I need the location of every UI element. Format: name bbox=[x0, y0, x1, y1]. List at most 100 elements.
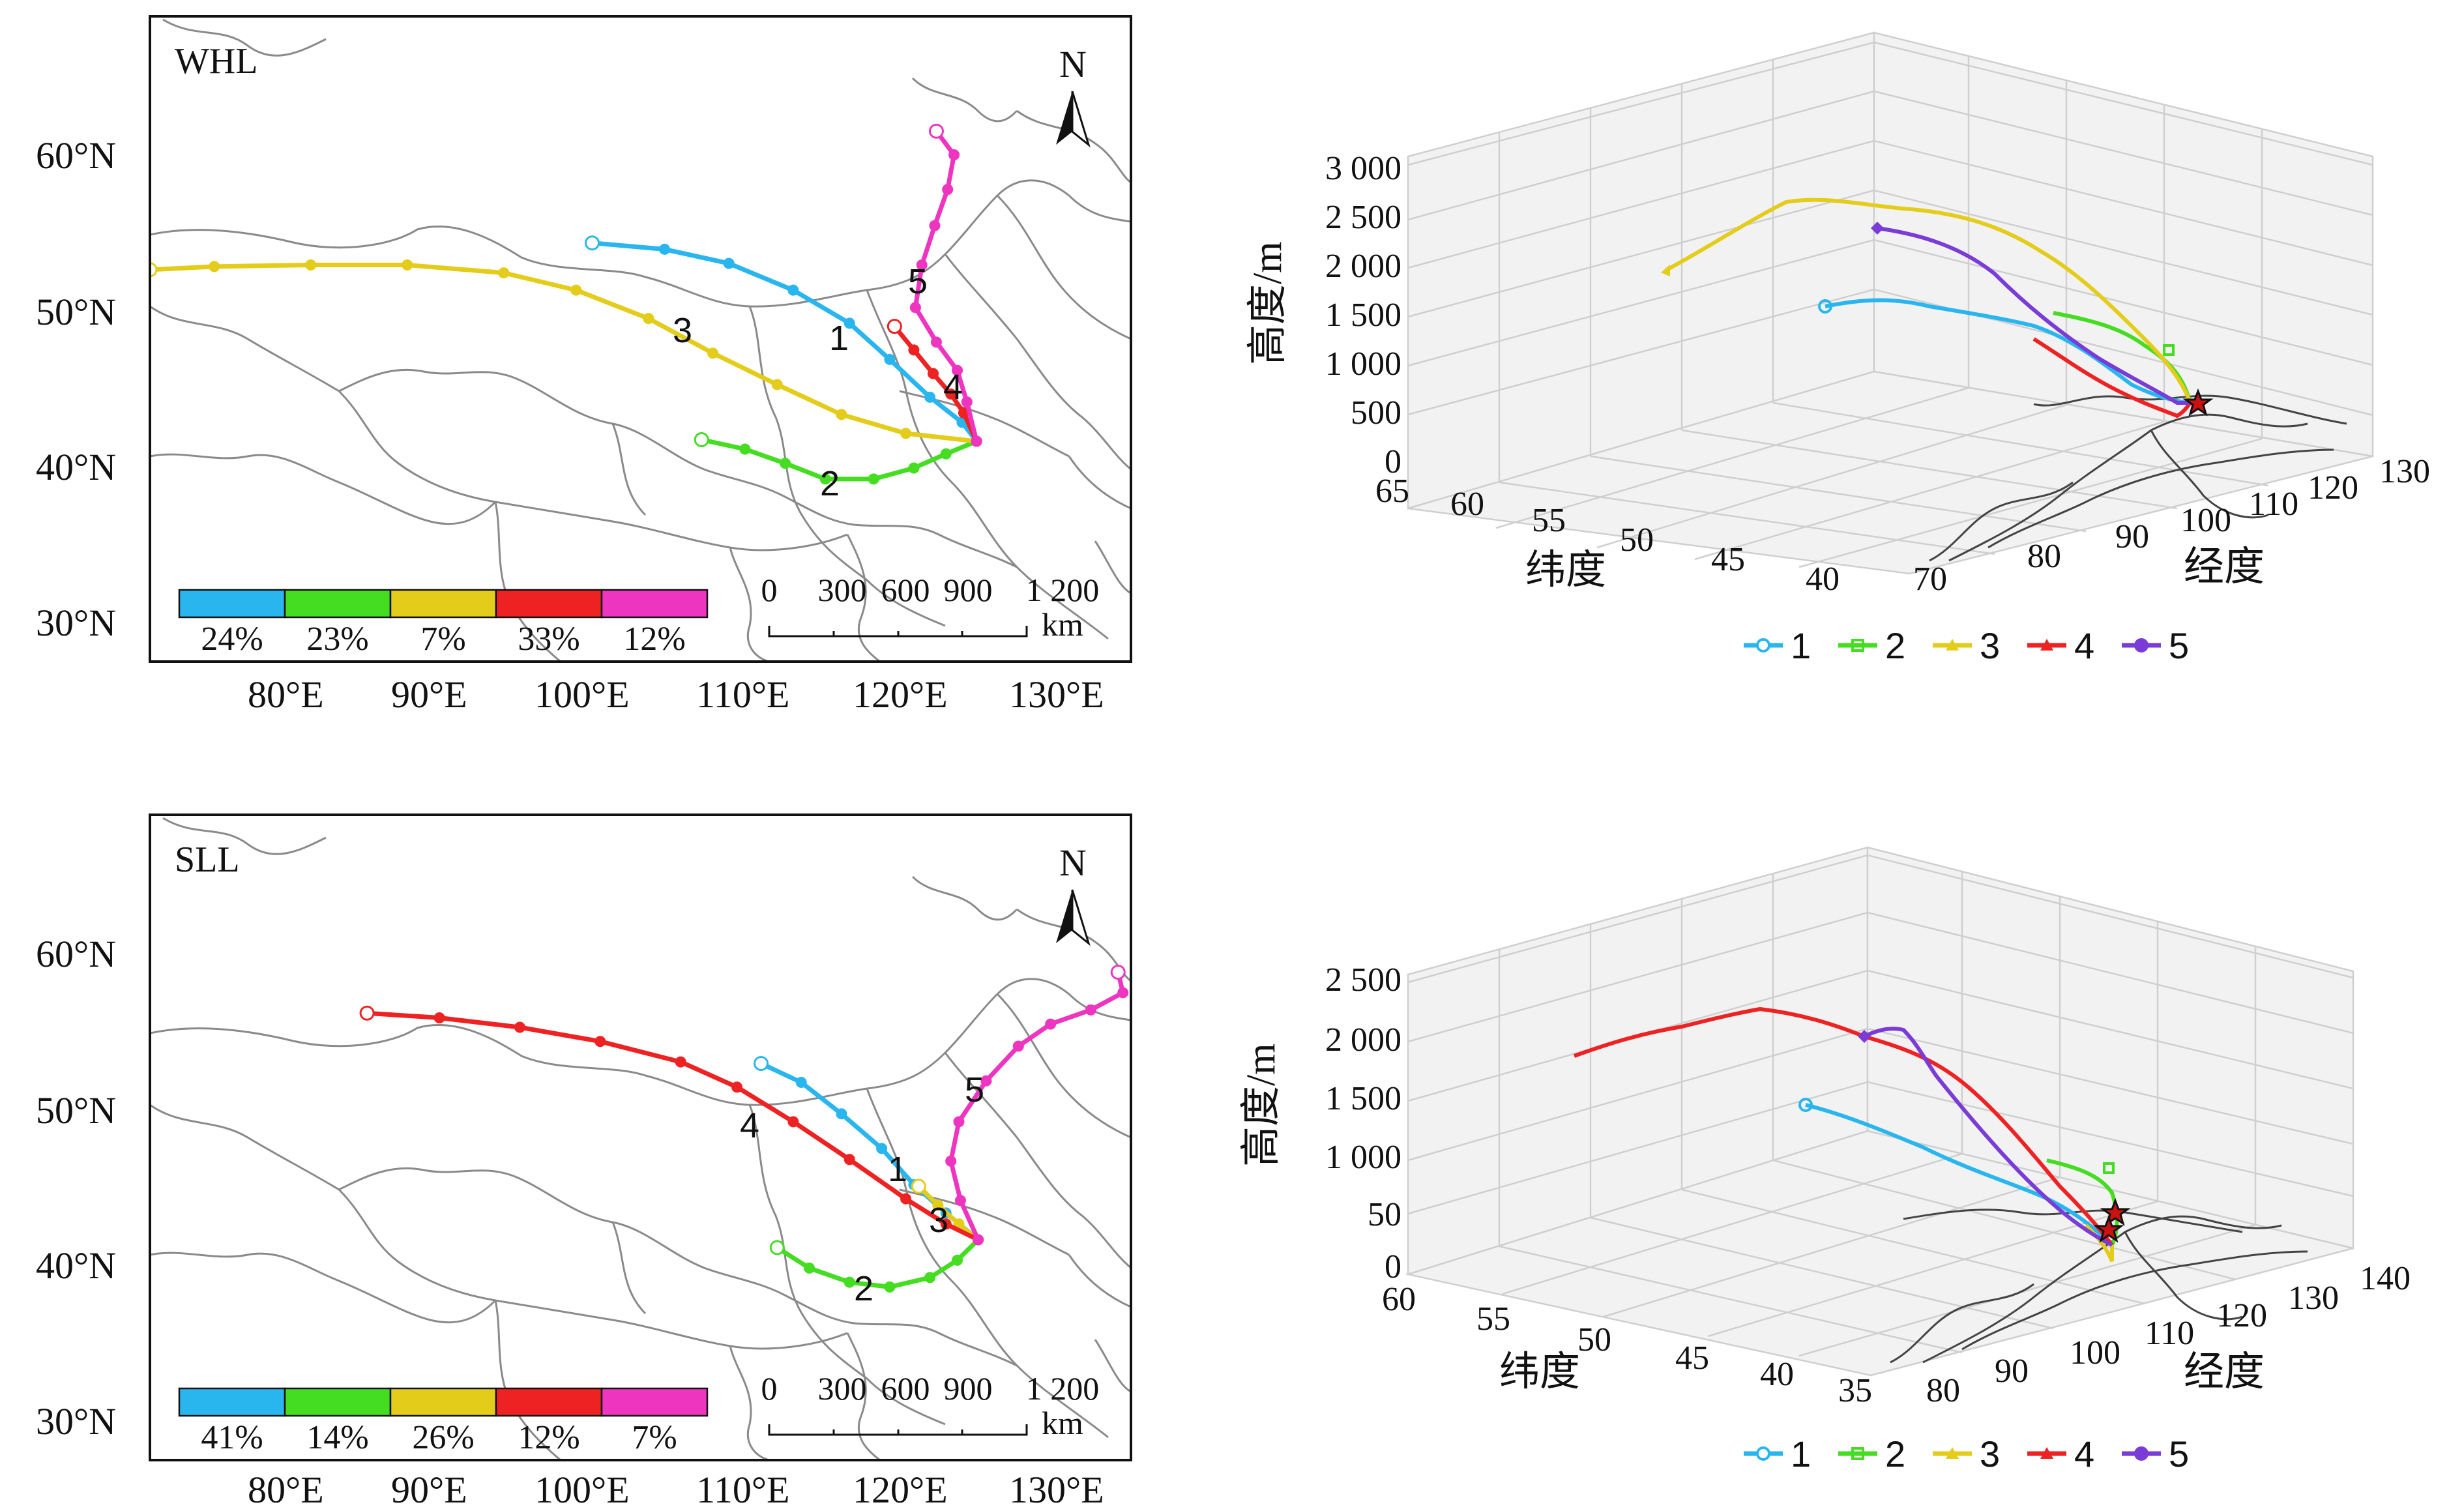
sll-trajectory-4-point bbox=[433, 1012, 445, 1023]
sll_3d-legend-marker-5 bbox=[2134, 1446, 2149, 1461]
sll-trajectory-1-point bbox=[836, 1108, 847, 1120]
whl-panel-title: WHL bbox=[175, 41, 258, 81]
sll3d-trajectories bbox=[1573, 1006, 2131, 1263]
sll-scale-bar: 0 300 600 900 1 200 km bbox=[761, 1370, 1100, 1441]
sll3d-z-tick: 50 bbox=[1368, 1196, 1401, 1233]
whl_map-colorbar-swatch-4 bbox=[495, 589, 603, 619]
whl-trajectory-5-point bbox=[942, 184, 954, 196]
whl-trajectory-4-point bbox=[945, 388, 957, 400]
sll-trajectory-4-point bbox=[514, 1021, 525, 1033]
whl-trajectory-1-point bbox=[584, 235, 600, 251]
sll3d-lon-axis-title: 经度 bbox=[2184, 1350, 2265, 1394]
sll_map-colorbar-swatch-2 bbox=[284, 1387, 392, 1417]
whl-trajectory-3-point bbox=[900, 428, 912, 439]
whl-trajectory-5-point bbox=[961, 396, 973, 408]
sll-trajectories bbox=[359, 964, 1129, 1293]
whl-trajectory-5-point bbox=[948, 149, 960, 160]
whl-lon-label-90: 90°E bbox=[391, 673, 467, 716]
whl3d-lat-tick: 45 bbox=[1711, 541, 1745, 578]
whl3d-z-tick: 2 000 bbox=[1325, 248, 1401, 285]
whl-trajectory-3-point bbox=[836, 409, 847, 420]
sll-trajectory-1-point bbox=[876, 1143, 888, 1154]
whl-lon-label-120: 120°E bbox=[853, 673, 948, 716]
whl-trajectory-2-point bbox=[819, 473, 831, 485]
sll3d-z-tick: 2 000 bbox=[1325, 1021, 1401, 1059]
sll-trajectory-1-point bbox=[795, 1076, 807, 1088]
whl-trajectory-2-point bbox=[940, 448, 952, 460]
sll_3d-legend-label-5: 5 bbox=[2169, 1433, 2189, 1474]
sll_map-colorbar-percent-4: 12% bbox=[518, 1419, 579, 1456]
whl3d-source-star-icon bbox=[2182, 388, 2214, 417]
whl-lat-label-30: 30°N bbox=[36, 602, 116, 644]
sll-trajectory-5-point bbox=[980, 1075, 992, 1087]
whl3d-z-tick: 3 000 bbox=[1325, 150, 1401, 187]
sll3d-lat-tick: 35 bbox=[1838, 1372, 1872, 1409]
whl-trajectory-3 bbox=[150, 263, 979, 444]
whl-traj-label-4: 4 bbox=[943, 368, 963, 407]
sll3d-floor bbox=[1405, 1130, 2354, 1377]
whl3d-trajectories bbox=[1661, 198, 2214, 418]
sll-lon-label-130: 130°E bbox=[1009, 1469, 1104, 1509]
svg-text:km: km bbox=[1042, 1405, 1083, 1441]
whl-lon-label-80: 80°E bbox=[248, 673, 324, 716]
whl3d-z-tick: 1 000 bbox=[1325, 345, 1401, 383]
sll-trajectory-4-point bbox=[594, 1036, 606, 1048]
whl_map-colorbar-percent-4: 33% bbox=[518, 621, 579, 658]
whl3d-z-tick: 2 500 bbox=[1325, 199, 1401, 236]
whl3d-lat-axis-title: 纬度 bbox=[1525, 548, 1606, 593]
sll_map-colorbar-swatch-3 bbox=[389, 1387, 497, 1417]
whl3d-z-axis-title: 高度/m bbox=[1246, 242, 1290, 365]
sll-traj-label-1: 1 bbox=[888, 1150, 907, 1189]
whl3d-legend: 1 2 3 4 5 bbox=[1744, 625, 2189, 666]
sll3d-lat-tick: 50 bbox=[1577, 1321, 1611, 1358]
sll-trajectory-4-point bbox=[900, 1193, 912, 1205]
whl_3d-legend-marker-3 bbox=[1946, 639, 1959, 651]
whl-trajectory-3-point bbox=[707, 347, 719, 359]
whl3d-traj-4 bbox=[2032, 337, 2192, 418]
whl_map-colorbar-swatch-3 bbox=[389, 589, 497, 619]
sll_map-colorbar-percent-5: 7% bbox=[632, 1419, 677, 1456]
whl-trajectory-5-point bbox=[909, 302, 921, 314]
whl-trajectory-4-point bbox=[928, 368, 939, 379]
whl3d-lat-tick: 60 bbox=[1450, 486, 1484, 523]
svg-text:900: 900 bbox=[944, 1370, 993, 1407]
whl-map-panel: 1 2 3 4 5 WHL N 60°N 50°N 40°N 30°N 80°E… bbox=[36, 15, 1132, 716]
svg-text:km: km bbox=[1042, 606, 1083, 643]
whl_3d-legend-label-5: 5 bbox=[2169, 625, 2189, 666]
sll-trajectory-3 bbox=[916, 1184, 981, 1242]
sll_map-colorbar-swatch-5 bbox=[600, 1387, 709, 1417]
whl3d-lon-tick: 130 bbox=[2379, 453, 2430, 490]
sll-trajectory-5-point bbox=[954, 1195, 966, 1207]
sll-basemap-borders bbox=[150, 817, 1131, 1460]
whl-trajectory-5-point bbox=[952, 364, 963, 376]
whl_map-colorbar-percent-1: 24% bbox=[201, 621, 263, 658]
whl-trajectory-1-point bbox=[843, 317, 855, 329]
sll3d-lat-axis-title: 纬度 bbox=[1499, 1350, 1580, 1394]
whl-lon-label-100: 100°E bbox=[535, 673, 630, 716]
whl-trajectory-1-point bbox=[787, 284, 799, 296]
sll3d-lon-tick: 130 bbox=[2288, 1280, 2339, 1317]
sll3d-lon-tick: 120 bbox=[2216, 1297, 2267, 1334]
sll-trajectory-4-point bbox=[787, 1116, 799, 1128]
sll_map-colorbar-percent-3: 26% bbox=[412, 1419, 474, 1456]
sll-3d-panel: 2 500 2 000 1 500 1 000 50 0 高度/m 60 55 … bbox=[1239, 846, 2411, 1474]
sll-north-arrow-icon: N bbox=[1056, 842, 1091, 946]
sll_3d-legend-label-1: 1 bbox=[1791, 1433, 1811, 1474]
svg-text:900: 900 bbox=[944, 572, 993, 608]
sll-traj-label-4: 4 bbox=[740, 1106, 759, 1145]
whl-trajectory-1-point bbox=[659, 243, 671, 255]
whl_map-colorbar-percent-3: 7% bbox=[420, 621, 465, 658]
svg-text:N: N bbox=[1059, 842, 1087, 884]
whl_map-colorbar-swatch-1 bbox=[178, 589, 286, 619]
sll3d-source-star-icon bbox=[2093, 1214, 2124, 1243]
whl-lon-label-110: 110°E bbox=[696, 673, 789, 716]
whl3d-traj-3 bbox=[1664, 198, 2192, 404]
sll-lon-label-100: 100°E bbox=[535, 1469, 630, 1509]
whl3d-lon-tick: 110 bbox=[2249, 486, 2298, 523]
svg-text:0: 0 bbox=[761, 572, 778, 608]
sll_3d-legend-marker-3 bbox=[1946, 1447, 1959, 1459]
whl-trajectory-5 bbox=[913, 128, 979, 444]
sll-trajectory-5-point bbox=[1117, 987, 1129, 999]
sll_3d-legend-marker-4 bbox=[2040, 1447, 2053, 1459]
